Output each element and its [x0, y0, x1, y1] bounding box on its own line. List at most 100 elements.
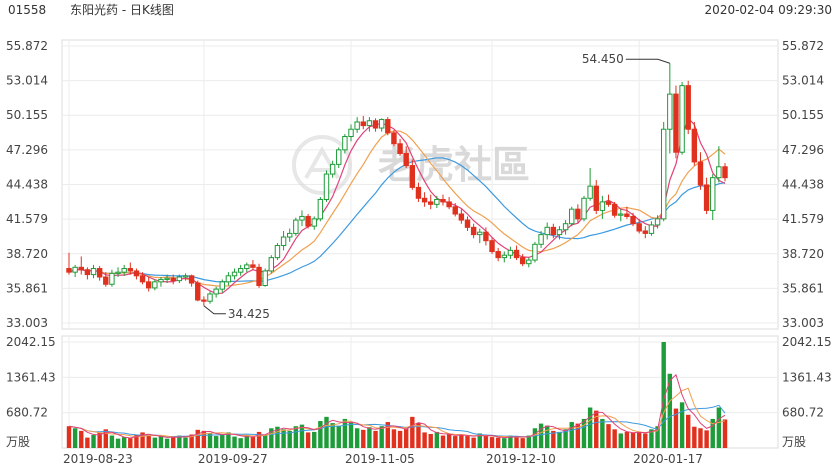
candle-body	[513, 249, 520, 259]
candle-body	[648, 224, 655, 234]
volume-bar	[79, 430, 84, 448]
date-tick-label: 2019-11-05	[345, 452, 415, 466]
candle	[673, 85, 679, 159]
candle-body	[250, 264, 256, 268]
volume-bar	[692, 426, 697, 448]
candle	[366, 117, 373, 132]
candle-body	[722, 166, 728, 179]
candle-body	[354, 121, 360, 130]
candle	[519, 253, 526, 267]
volume-bar	[312, 431, 317, 448]
price-tick-right: 53.014	[782, 74, 824, 88]
candle	[231, 268, 238, 280]
volume-bar	[299, 424, 305, 448]
candle-body	[581, 197, 587, 220]
candle	[593, 180, 599, 215]
volume-bar	[655, 426, 660, 448]
candle-body	[237, 268, 244, 273]
candle	[299, 210, 305, 227]
candle	[78, 256, 84, 275]
candle	[378, 118, 385, 132]
volume-bar	[281, 429, 286, 448]
volume-series	[66, 342, 728, 448]
volume-bar	[226, 432, 231, 448]
volume-bar	[85, 437, 90, 448]
volume-bar	[722, 419, 728, 448]
candle	[587, 167, 593, 201]
candle-body	[415, 186, 422, 199]
candle-body	[575, 208, 581, 220]
volume-bar	[630, 432, 636, 448]
candle	[654, 215, 661, 229]
candle	[428, 194, 434, 210]
volume-bar	[275, 426, 280, 448]
volume-bar	[262, 435, 268, 448]
candle-body	[293, 219, 299, 234]
candle-body	[90, 268, 97, 276]
volume-tick-right: 680.72	[782, 406, 824, 420]
candle	[605, 194, 612, 207]
high-annotation-leader	[625, 58, 670, 64]
candle-body	[96, 268, 103, 278]
candle	[550, 223, 557, 239]
candle	[569, 206, 575, 227]
date-tick-label: 2019-12-10	[486, 452, 556, 466]
volume-bar	[618, 433, 623, 448]
candle	[195, 280, 201, 302]
candle-body	[372, 120, 379, 129]
candle-body	[477, 231, 483, 236]
candle	[391, 130, 397, 147]
candle-body	[145, 281, 152, 289]
volume-bar	[477, 433, 482, 448]
candle	[354, 117, 360, 133]
price-annotations: 54.450 34.425	[203, 52, 670, 321]
volume-bar	[354, 428, 360, 448]
candle	[133, 268, 140, 280]
candle	[121, 264, 127, 276]
candle	[575, 204, 581, 223]
volume-bar	[667, 373, 673, 448]
volume-bar	[397, 430, 403, 448]
candle	[207, 291, 213, 304]
price-tick-right: 35.861	[782, 281, 824, 295]
candle-body	[103, 276, 109, 285]
volume-bar	[538, 423, 544, 448]
volume-bar	[661, 342, 666, 448]
candle	[452, 203, 458, 217]
candle-body	[569, 208, 575, 225]
candle-body	[164, 277, 170, 280]
volume-bar	[428, 433, 433, 448]
candle	[84, 267, 91, 280]
candle	[360, 115, 366, 130]
volume-bar	[649, 429, 654, 448]
candle	[716, 146, 722, 183]
candle	[624, 206, 630, 219]
candle	[489, 238, 495, 254]
candle-body	[562, 223, 569, 231]
candle	[685, 80, 691, 135]
candle-body	[501, 254, 507, 259]
candle-body	[115, 271, 121, 274]
volume-bar	[459, 434, 464, 448]
candle-body	[630, 215, 636, 225]
volume-bar	[440, 435, 446, 448]
candle-body	[268, 257, 275, 272]
candle	[342, 134, 348, 154]
volume-bar	[587, 407, 593, 448]
candle-body	[348, 128, 354, 138]
candle	[103, 272, 109, 287]
volume-bar	[164, 438, 170, 448]
price-tick-right: 33.003	[782, 316, 824, 330]
volume-bar	[514, 437, 519, 448]
volume-bar	[318, 421, 323, 448]
candle	[660, 121, 667, 222]
volume-bar	[575, 423, 581, 448]
volume-bar	[410, 416, 415, 448]
date-tick-label: 2019-08-23	[63, 452, 133, 466]
candle-body	[109, 272, 115, 285]
chart-title: 东阳光药 - 日K线图	[70, 3, 174, 17]
candle-body	[262, 270, 268, 286]
price-tick-left: 41.579	[6, 212, 48, 226]
candle	[244, 262, 250, 273]
volume-bar	[416, 423, 421, 448]
